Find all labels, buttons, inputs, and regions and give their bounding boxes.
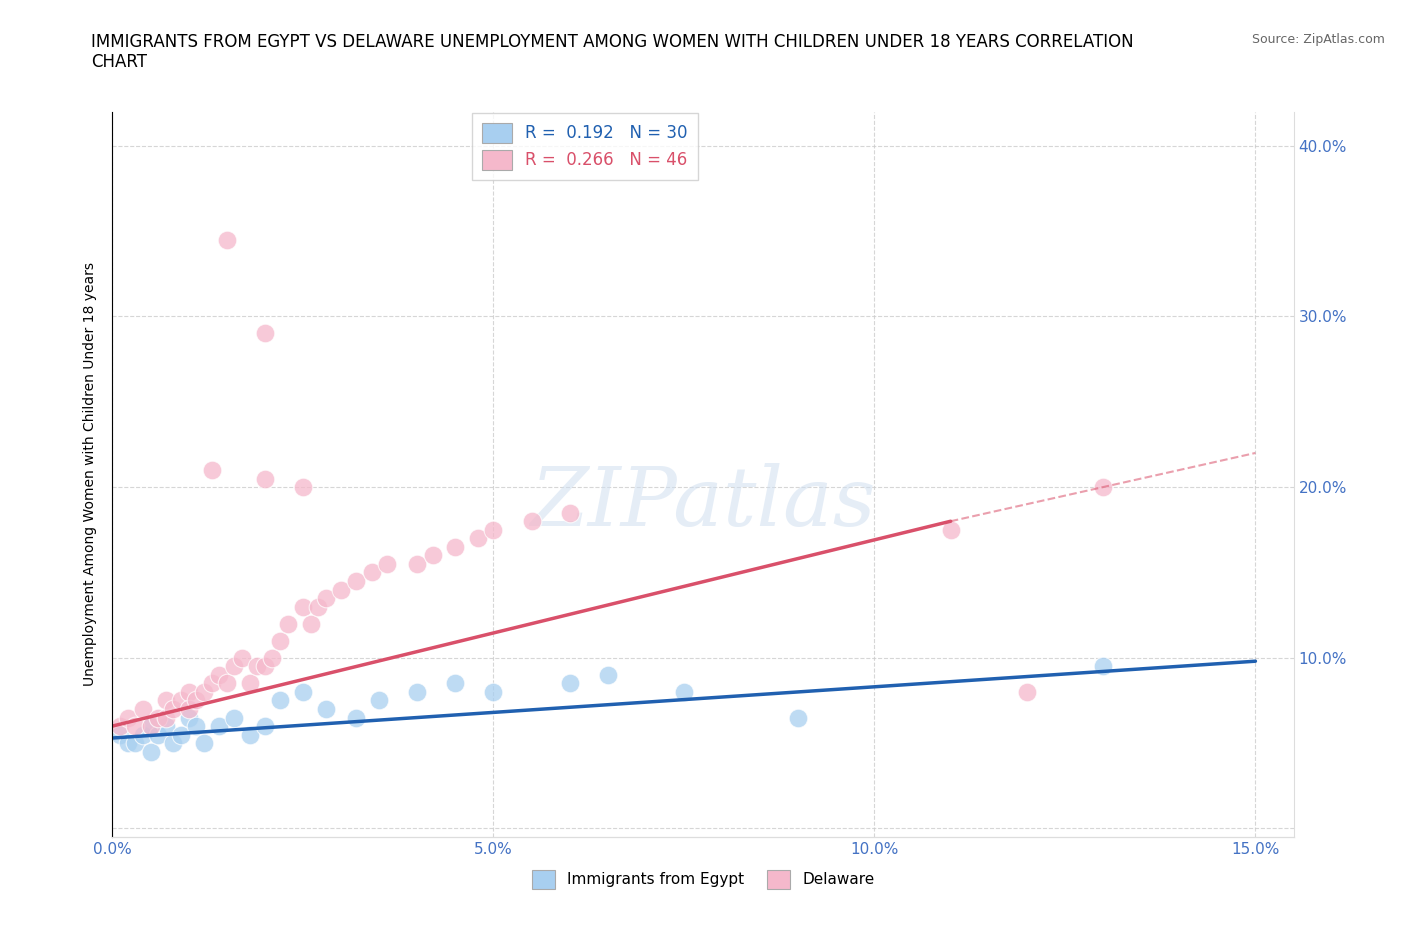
Point <box>558 676 581 691</box>
Text: Source: ZipAtlas.com: Source: ZipAtlas.com <box>1251 33 1385 46</box>
Point <box>558 505 581 520</box>
Point <box>406 684 429 699</box>
Point <box>148 727 170 742</box>
Point <box>787 711 810 725</box>
Point <box>344 711 367 725</box>
Point <box>155 693 177 708</box>
Point <box>269 693 291 708</box>
Point <box>177 701 200 716</box>
Point <box>482 684 505 699</box>
Point <box>208 668 231 683</box>
Point <box>139 744 162 759</box>
Point <box>117 736 139 751</box>
Point <box>215 232 238 247</box>
Point <box>155 711 177 725</box>
Point <box>148 711 170 725</box>
Point <box>315 591 337 605</box>
Point <box>193 684 215 699</box>
Point <box>291 684 314 699</box>
Point <box>520 513 543 528</box>
Point <box>239 676 262 691</box>
Point <box>208 719 231 734</box>
Point <box>315 701 337 716</box>
Point <box>253 719 276 734</box>
Point <box>253 658 276 673</box>
Point <box>162 736 184 751</box>
Point <box>239 727 262 742</box>
Point <box>1092 480 1115 495</box>
Point <box>467 531 489 546</box>
Point <box>132 727 155 742</box>
Point <box>246 658 269 673</box>
Point <box>368 693 391 708</box>
Point <box>330 582 353 597</box>
Legend: Immigrants from Egypt, Delaware: Immigrants from Egypt, Delaware <box>526 864 880 895</box>
Point <box>291 480 314 495</box>
Point <box>291 599 314 614</box>
Point <box>139 719 162 734</box>
Point <box>162 701 184 716</box>
Point <box>406 556 429 571</box>
Point <box>124 719 146 734</box>
Point <box>1092 658 1115 673</box>
Point <box>177 684 200 699</box>
Point <box>231 650 253 665</box>
Point <box>108 719 131 734</box>
Text: ZIPatlas: ZIPatlas <box>530 463 876 543</box>
Point <box>596 668 619 683</box>
Point <box>482 523 505 538</box>
Point <box>170 693 193 708</box>
Point <box>939 523 962 538</box>
Point <box>444 676 467 691</box>
Point <box>672 684 695 699</box>
Point <box>277 617 299 631</box>
Point <box>186 693 208 708</box>
Point <box>262 650 284 665</box>
Point <box>193 736 215 751</box>
Point <box>170 727 193 742</box>
Text: IMMIGRANTS FROM EGYPT VS DELAWARE UNEMPLOYMENT AMONG WOMEN WITH CHILDREN UNDER 1: IMMIGRANTS FROM EGYPT VS DELAWARE UNEMPL… <box>91 33 1135 72</box>
Point <box>200 462 222 477</box>
Point <box>224 711 246 725</box>
Point <box>200 676 222 691</box>
Point <box>253 326 276 341</box>
Point <box>360 565 382 580</box>
Point <box>139 719 162 734</box>
Point <box>307 599 329 614</box>
Point <box>108 727 131 742</box>
Point <box>132 701 155 716</box>
Point <box>177 711 200 725</box>
Y-axis label: Unemployment Among Women with Children Under 18 years: Unemployment Among Women with Children U… <box>83 262 97 686</box>
Point <box>155 719 177 734</box>
Point <box>375 556 398 571</box>
Point <box>344 574 367 589</box>
Point <box>422 548 444 563</box>
Point <box>299 617 322 631</box>
Point <box>253 472 276 486</box>
Point <box>186 719 208 734</box>
Point <box>117 711 139 725</box>
Point <box>215 676 238 691</box>
Point <box>444 539 467 554</box>
Point <box>269 633 291 648</box>
Point <box>224 658 246 673</box>
Point <box>1015 684 1038 699</box>
Point <box>124 736 146 751</box>
